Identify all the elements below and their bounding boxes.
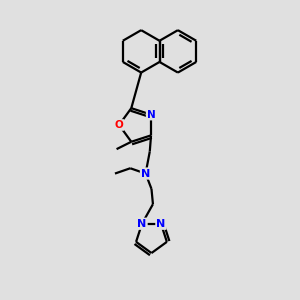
Text: N: N: [141, 169, 150, 178]
Text: O: O: [115, 120, 124, 130]
Text: N: N: [137, 219, 147, 229]
Text: N: N: [147, 110, 155, 120]
Text: N: N: [156, 219, 166, 229]
